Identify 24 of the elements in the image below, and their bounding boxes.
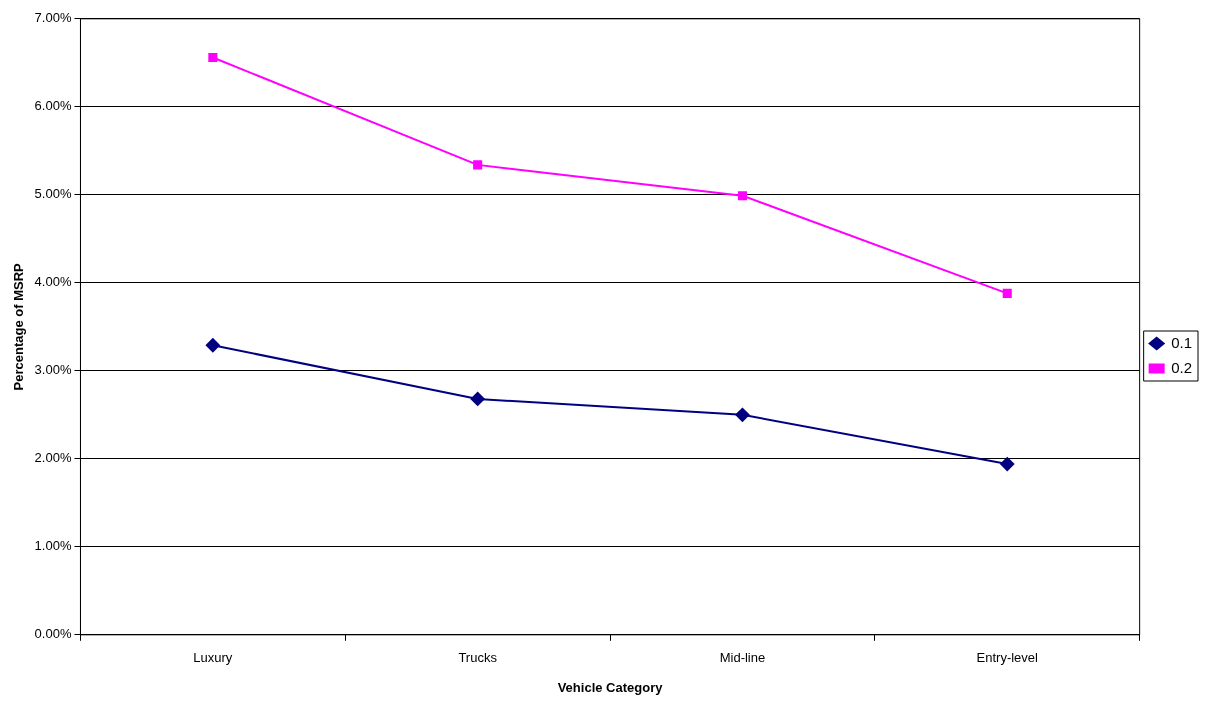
point [735, 407, 750, 422]
y-tick-label: 4.00% [34, 274, 72, 290]
point [737, 191, 747, 201]
y-tick-label: 3.00% [34, 362, 72, 378]
y-tick-label: 5.00% [34, 186, 72, 202]
point [205, 338, 220, 353]
x-tick-label: Trucks [458, 650, 498, 666]
y-tick-label: 1.00% [34, 538, 72, 554]
y-tick-label: 2.00% [34, 450, 72, 466]
point [473, 160, 483, 170]
legend-label: 0.1 [1171, 333, 1193, 351]
y-axis-title: Percentage of MSRP [11, 262, 27, 391]
legend-label: 0.2 [1171, 358, 1193, 376]
y-tick-label: 7.00% [34, 10, 72, 26]
x-axis-title: Vehicle Category [557, 679, 664, 695]
x-tick-label: Mid-line [719, 650, 766, 666]
point [208, 52, 218, 63]
point [1002, 288, 1012, 298]
x-tick-label: Luxury [193, 650, 233, 666]
y-tick-label: 0.00% [34, 626, 72, 642]
x-tick-label: Entry-level [976, 650, 1039, 666]
point [1000, 457, 1015, 472]
point [470, 391, 485, 406]
y-tick-label: 6.00% [34, 98, 72, 114]
